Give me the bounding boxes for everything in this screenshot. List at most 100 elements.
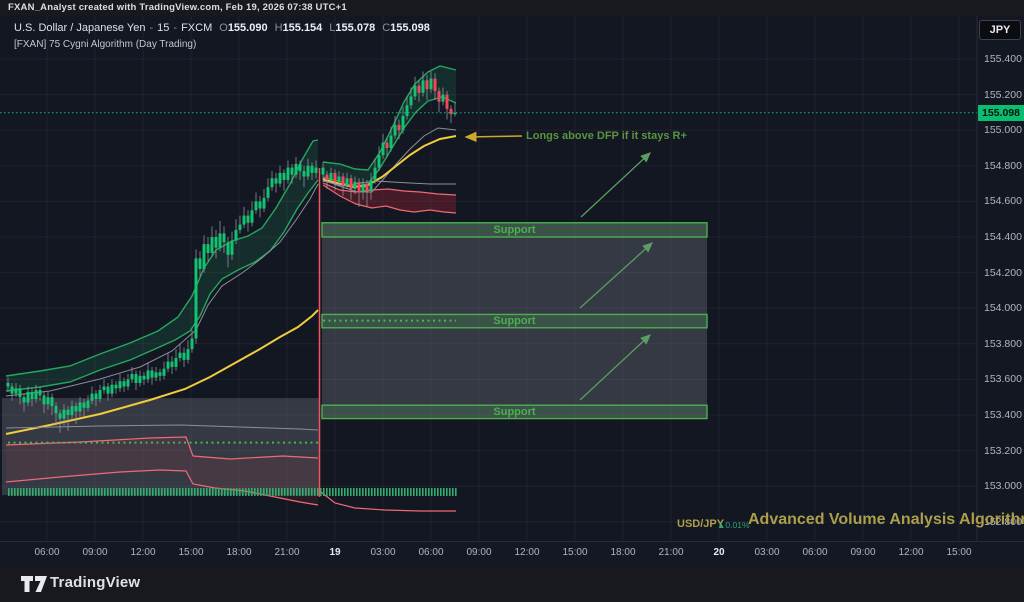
candle xyxy=(329,172,333,181)
time-axis-label: 03:00 xyxy=(370,547,396,558)
support-zone-label: Support xyxy=(493,315,536,328)
symbol-legend[interactable]: U.S. Dollar / Japanese Yen -15- FXCM O155.0… xyxy=(14,22,430,34)
indicator-legend[interactable]: [FXAN] 75 Cygni Algorithm (Day Trading) xyxy=(14,39,197,50)
candle xyxy=(437,91,441,102)
post-gap-red-band xyxy=(323,183,456,213)
time-axis-label: 15:00 xyxy=(946,547,972,558)
time-axis-label: 12:00 xyxy=(898,547,924,558)
low-label: L xyxy=(329,22,336,34)
candles-layer xyxy=(6,71,457,433)
candle xyxy=(270,178,274,188)
candle xyxy=(198,258,202,270)
candle xyxy=(337,176,341,182)
interval-label[interactable]: 15 xyxy=(157,22,170,34)
candle xyxy=(353,181,357,189)
candle xyxy=(429,78,433,90)
candle xyxy=(122,381,126,387)
footer-bar: TradingView xyxy=(0,565,1024,602)
time-axis-label: 09:00 xyxy=(82,547,108,558)
candle xyxy=(286,167,290,181)
candle xyxy=(417,85,421,93)
candle xyxy=(134,374,138,383)
candle xyxy=(393,124,397,136)
candle xyxy=(397,124,401,131)
candle xyxy=(421,80,425,93)
low-value: 155.078 xyxy=(335,22,376,34)
candle xyxy=(314,167,318,173)
candle xyxy=(210,237,214,254)
candle xyxy=(250,210,254,223)
support-zone xyxy=(321,313,708,329)
price-axis-label: 153.000 xyxy=(984,480,1022,493)
currency-toggle-button[interactable]: JPY xyxy=(979,20,1021,40)
open-label: O xyxy=(219,22,228,34)
candle xyxy=(50,397,54,407)
candle xyxy=(453,112,457,115)
candle xyxy=(126,379,130,387)
candle xyxy=(22,397,26,403)
time-axis-label: 15:00 xyxy=(178,547,204,558)
candle xyxy=(238,224,242,230)
time-axis-label: 19 xyxy=(329,547,341,558)
pre-gap-basis-gray xyxy=(5,183,319,397)
candle xyxy=(158,372,162,376)
candle xyxy=(34,390,38,399)
time-axis-label: 12:00 xyxy=(130,547,156,558)
candle xyxy=(70,406,74,415)
time-axis-label: 21:00 xyxy=(274,547,300,558)
green-trend-arrow xyxy=(579,334,651,401)
annotation-note: Longs above DFP if it stays R+ xyxy=(526,130,687,142)
candle xyxy=(30,391,34,399)
tradingview-brand-text[interactable]: TradingView xyxy=(50,574,141,591)
candle xyxy=(298,164,302,172)
candle xyxy=(14,388,18,394)
candle xyxy=(445,94,449,109)
exchange-label: FXCM xyxy=(181,22,213,34)
grid-layer xyxy=(0,14,977,541)
price-axis-label: 154.800 xyxy=(984,159,1022,172)
legend-separator: - xyxy=(173,22,178,34)
high-label: H xyxy=(274,22,283,34)
price-axis-label: 154.000 xyxy=(984,302,1022,315)
candle xyxy=(154,372,158,378)
candle xyxy=(106,386,110,394)
candle xyxy=(214,237,218,248)
tradingview-logo-icon[interactable] xyxy=(21,576,47,593)
candle xyxy=(74,406,78,412)
candle xyxy=(78,402,82,412)
candle xyxy=(170,361,174,367)
candle xyxy=(302,171,306,177)
candle xyxy=(262,197,266,209)
candle xyxy=(66,409,70,415)
candle xyxy=(377,155,381,168)
candle xyxy=(18,388,22,398)
candle xyxy=(46,397,50,405)
candle xyxy=(405,105,409,116)
candle xyxy=(381,142,385,156)
price-axis-label: 155.200 xyxy=(984,88,1022,101)
time-axis-label: 15:00 xyxy=(562,547,588,558)
candle xyxy=(6,382,10,387)
candle xyxy=(282,172,286,181)
candle xyxy=(190,338,194,350)
candle xyxy=(290,167,294,175)
candle xyxy=(94,393,98,399)
algorithm-watermark: Advanced Volume Analysis Algorithm xyxy=(748,511,1024,528)
candle xyxy=(58,413,62,419)
pre-gap-dfp-yellow xyxy=(5,309,319,435)
candle xyxy=(401,115,405,131)
volume-tick-row xyxy=(8,488,457,496)
arrows-layer xyxy=(464,131,653,401)
candle xyxy=(242,215,246,225)
time-axis-label: 20 xyxy=(713,547,725,558)
price-axis-label: 152.800 xyxy=(984,515,1022,528)
symbol-title[interactable]: U.S. Dollar / Japanese Yen xyxy=(14,22,146,34)
candle xyxy=(306,165,310,177)
last-price-badge: 155.098 xyxy=(978,104,1024,121)
price-axis-label: 154.200 xyxy=(984,266,1022,279)
time-axis-label: 21:00 xyxy=(658,547,684,558)
support-zones-layer xyxy=(8,222,708,444)
candle xyxy=(206,244,210,254)
post-gap-red-bottom xyxy=(320,491,456,512)
